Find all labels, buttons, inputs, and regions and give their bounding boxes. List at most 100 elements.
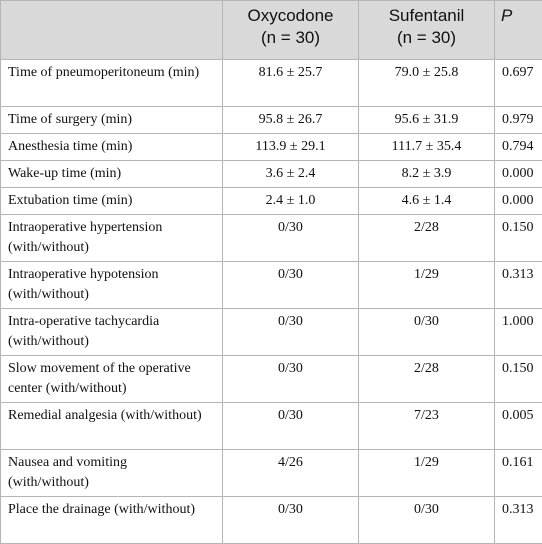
cell-value: 2/28	[414, 220, 439, 235]
value-cell: 0.794	[495, 134, 542, 161]
cell-value: 0.150	[502, 361, 534, 376]
value-cell: 0.979	[495, 107, 542, 134]
value-cell: 0/30	[223, 356, 359, 403]
row-label: Slow movement of the operative center (w…	[8, 359, 208, 399]
header-subtext: (n = 30)	[365, 27, 488, 49]
header-text: Sufentanil	[365, 5, 488, 27]
row-label: Time of surgery (min)	[8, 110, 132, 130]
value-cell: 0.000	[495, 161, 542, 188]
value-cell: 0/30	[359, 309, 495, 356]
cell-value: 0/30	[278, 267, 303, 282]
value-cell: 4/26	[223, 450, 359, 497]
cell-value: 0/30	[278, 361, 303, 376]
table-header: Oxycodone(n = 30) Sufentanil(n = 30) P	[1, 1, 542, 60]
cell-value: 0.979	[502, 112, 534, 127]
value-cell: 1.000	[495, 309, 542, 356]
value-cell: 8.2 ± 3.9	[359, 161, 495, 188]
table-row: Nausea and vomiting (with/without) 4/26 1/…	[1, 450, 542, 497]
cell-value: 0/30	[278, 502, 303, 517]
value-cell: 113.9 ± 29.1	[223, 134, 359, 161]
header-subtext: (n = 30)	[229, 27, 352, 49]
row-label-cell: Time of surgery (min)	[1, 107, 223, 134]
value-cell: 0/30	[223, 497, 359, 544]
cell-value: 111.7 ± 35.4	[392, 139, 462, 154]
table-row: Intraoperative hypertension (with/withou…	[1, 215, 542, 262]
cell-value: 2.4 ± 1.0	[266, 193, 316, 208]
value-cell: 79.0 ± 25.8	[359, 60, 495, 107]
value-cell: 0.313	[495, 262, 542, 309]
value-cell: 2.4 ± 1.0	[223, 188, 359, 215]
value-cell: 7/23	[359, 403, 495, 450]
cell-value: 3.6 ± 2.4	[266, 166, 316, 181]
cell-value: 2/28	[414, 361, 439, 376]
value-cell: 2/28	[359, 215, 495, 262]
row-label-cell: Extubation time (min)	[1, 188, 223, 215]
table-row: Anesthesia time (min) 113.9 ± 29.1 111.7 ±…	[1, 134, 542, 161]
value-cell: 0/30	[223, 262, 359, 309]
value-cell: 111.7 ± 35.4	[359, 134, 495, 161]
table-row: Time of surgery (min) 95.8 ± 26.7 95.6 ± 3…	[1, 107, 542, 134]
cell-value: 1/29	[414, 455, 439, 470]
value-cell: 0/30	[223, 403, 359, 450]
table-row: Intra-operative tachycardia (with/withou…	[1, 309, 542, 356]
cell-value: 4/26	[278, 455, 303, 470]
cell-value: 1.000	[502, 314, 534, 329]
value-cell: 0/30	[223, 215, 359, 262]
value-cell: 4.6 ± 1.4	[359, 188, 495, 215]
value-cell: 95.8 ± 26.7	[223, 107, 359, 134]
value-cell: 3.6 ± 2.4	[223, 161, 359, 188]
row-label: Anesthesia time (min)	[8, 137, 132, 157]
header-row: Oxycodone(n = 30) Sufentanil(n = 30) P	[1, 1, 542, 60]
cell-value: 8.2 ± 3.9	[402, 166, 452, 181]
value-cell: 0.150	[495, 356, 542, 403]
cell-value: 0.000	[502, 166, 534, 181]
value-cell: 0.697	[495, 60, 542, 107]
value-cell: 1/29	[359, 450, 495, 497]
row-label-cell: Anesthesia time (min)	[1, 134, 223, 161]
cell-value: 0.005	[502, 408, 534, 423]
row-label-cell: Wake-up time (min)	[1, 161, 223, 188]
value-cell: 0/30	[359, 497, 495, 544]
table-row: Wake-up time (min) 3.6 ± 2.4 8.2 ± 3.9 0.00…	[1, 161, 542, 188]
page: Oxycodone(n = 30) Sufentanil(n = 30) P T…	[0, 0, 542, 530]
cell-value: 0.161	[502, 455, 534, 470]
table-row: Slow movement of the operative center (w…	[1, 356, 542, 403]
row-label-cell: Remedial analgesia (with/without)	[1, 403, 223, 450]
header-text: Oxycodone	[229, 5, 352, 27]
header-cell: P	[495, 1, 542, 60]
cell-value: 0.313	[502, 502, 534, 517]
row-label-cell: Intraoperative hypotension (with/without…	[1, 262, 223, 309]
cell-value: 4.6 ± 1.4	[402, 193, 452, 208]
cell-value: 0/30	[414, 502, 439, 517]
cell-value: 7/23	[414, 408, 439, 423]
header-cell: Sufentanil(n = 30)	[359, 1, 495, 60]
row-label: Time of pneumoperitoneum (min)	[8, 63, 199, 83]
row-label-cell: Intra-operative tachycardia (with/withou…	[1, 309, 223, 356]
row-label-cell: Intraoperative hypertension (with/withou…	[1, 215, 223, 262]
cell-value: 95.6 ± 31.9	[395, 112, 459, 127]
value-cell: 0.161	[495, 450, 542, 497]
cell-value: 113.9 ± 29.1	[255, 139, 325, 154]
cell-value: 0.000	[502, 193, 534, 208]
table-row: Remedial analgesia (with/without) 0/30 7/2…	[1, 403, 542, 450]
value-cell: 0.000	[495, 188, 542, 215]
row-label: Intraoperative hypotension (with/without…	[8, 265, 208, 305]
header-blank	[1, 1, 223, 60]
row-label: Intraoperative hypertension (with/withou…	[8, 218, 208, 258]
value-cell: 95.6 ± 31.9	[359, 107, 495, 134]
value-cell: 0.313	[495, 497, 542, 544]
table-body: Time of pneumoperitoneum (min) 81.6 ± 25.…	[1, 60, 542, 544]
row-label: Extubation time (min)	[8, 191, 132, 211]
row-label-cell: Time of pneumoperitoneum (min)	[1, 60, 223, 107]
value-cell: 0.150	[495, 215, 542, 262]
row-label: Nausea and vomiting (with/without)	[8, 453, 208, 493]
cell-value: 81.6 ± 25.7	[259, 65, 323, 80]
row-label: Remedial analgesia (with/without)	[8, 406, 202, 426]
value-cell: 0/30	[223, 309, 359, 356]
cell-value: 95.8 ± 26.7	[259, 112, 323, 127]
table-row: Intraoperative hypotension (with/without…	[1, 262, 542, 309]
cell-value: 0/30	[278, 314, 303, 329]
value-cell: 0.005	[495, 403, 542, 450]
